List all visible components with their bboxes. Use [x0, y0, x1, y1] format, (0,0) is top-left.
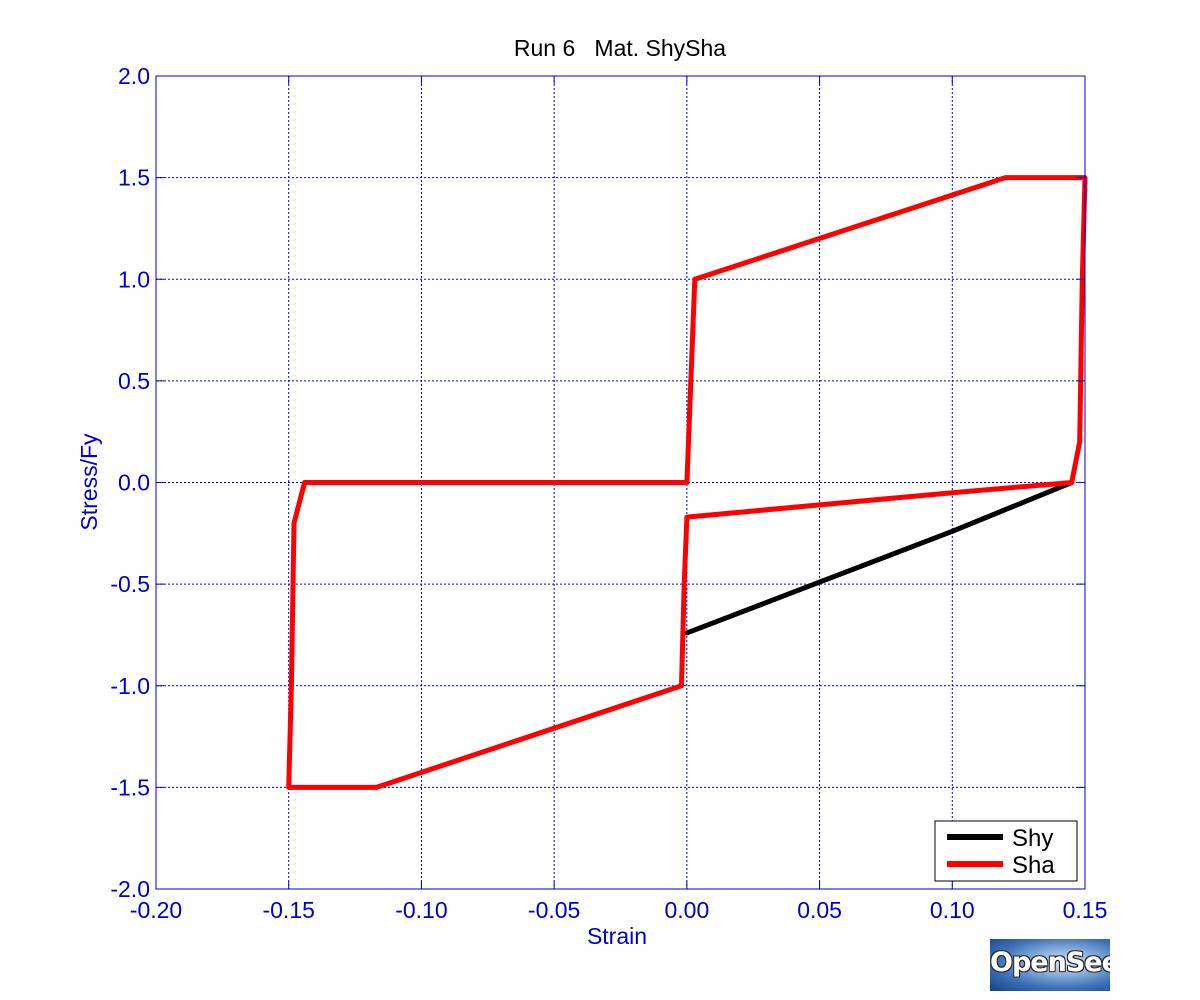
x-tick-label: -0.20	[130, 897, 182, 923]
y-tick-label: -1.0	[110, 673, 150, 699]
y-tick-label: -1.5	[110, 774, 150, 800]
legend: Shy Sha	[934, 820, 1078, 882]
x-tick-label: 0.10	[930, 897, 975, 923]
y-tick-label: -0.5	[110, 571, 150, 597]
series-layer	[286, 175, 1088, 790]
series-line-sha	[286, 175, 1088, 790]
x-tick-label: -0.05	[528, 897, 580, 923]
y-tick-label: 2.0	[118, 63, 150, 89]
y-tick-label: -2.0	[110, 876, 150, 902]
y-tick-label: 1.5	[118, 165, 150, 191]
x-tick-label: 0.05	[797, 897, 842, 923]
opensees-logo: OpenSees	[990, 939, 1110, 991]
x-axis-label: Strain	[587, 923, 647, 949]
y-axis-label: Stress/Fy	[76, 433, 102, 531]
legend-box	[934, 820, 1078, 882]
x-tick-label: 0.15	[1063, 897, 1108, 923]
series-line-shy	[684, 480, 1075, 636]
x-tick-label: 0.00	[664, 897, 709, 923]
y-tick-label: 1.0	[118, 266, 150, 292]
x-tick-label: -0.15	[262, 897, 314, 923]
logo-text: OpenSees	[990, 947, 1110, 978]
chart-title: Run 6 Mat. ShySha	[514, 35, 726, 61]
y-tick-label: 0.5	[118, 368, 150, 394]
legend-label-sha: Sha	[1012, 852, 1055, 879]
x-tick-label: -0.10	[395, 897, 447, 923]
ticks: -0.20 -0.15 -0.10 -0.05 0.00 0.05 0.10 0.15 -2.0…	[110, 63, 1107, 923]
y-tick-label: 0.0	[118, 470, 150, 496]
legend-label-shy: Shy	[1012, 825, 1053, 852]
